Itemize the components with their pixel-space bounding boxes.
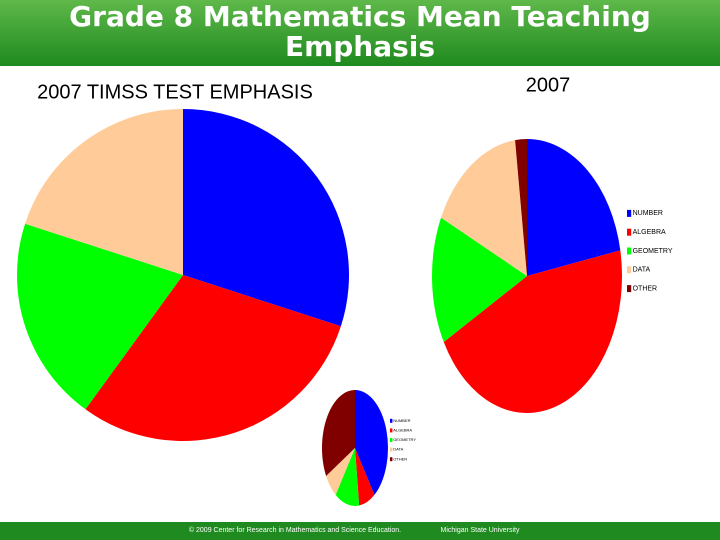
- pie-slice: [16, 223, 184, 410]
- pie-slice: [335, 448, 360, 506]
- copyright: © 2009 Center for Research in Mathematic…: [189, 526, 401, 534]
- pie-slice: [432, 217, 527, 343]
- legend-label: OTHER: [633, 285, 658, 292]
- pie-slice: [85, 275, 341, 441]
- legend-label: ALGEBRA: [393, 427, 412, 432]
- slide-title: Grade 8 Mathematics Mean Teaching Emphas…: [69, 0, 651, 63]
- legend-swatch: [627, 266, 632, 274]
- legend-label: OTHER: [393, 456, 407, 461]
- legend-label: GEOMETRY: [633, 248, 673, 255]
- legend-label: DATA: [633, 267, 651, 274]
- chart-title: 2007 TIMSS TEST EMPHASIS: [37, 81, 313, 103]
- header-bar: [0, 0, 720, 66]
- chart-title: 2007: [526, 74, 571, 96]
- footer-bar: [0, 522, 720, 540]
- legend-swatch: [627, 209, 632, 217]
- legend-swatch: [627, 285, 632, 293]
- legend-swatch: [390, 457, 393, 462]
- legend-label: ALGEBRA: [633, 229, 666, 236]
- pie-slice: [441, 140, 527, 276]
- legend-label: NUMBER: [633, 210, 663, 217]
- pie-slice: [443, 250, 622, 413]
- pie-slice: [515, 139, 527, 276]
- pie-slice: [527, 139, 621, 276]
- legend-label: GEOMETRY: [393, 437, 416, 442]
- legend-swatch: [390, 418, 393, 423]
- pie-slice: [25, 108, 183, 276]
- pie-slice: [183, 109, 349, 327]
- legend-swatch: [390, 428, 393, 433]
- legend-label: DATA: [393, 447, 403, 452]
- legend-swatch: [390, 447, 393, 452]
- pie-slice: [322, 390, 355, 476]
- institution: Michigan State University: [441, 527, 520, 534]
- legend-box: [625, 204, 677, 298]
- legend-label: NUMBER: [393, 418, 410, 423]
- legend-swatch: [627, 228, 632, 236]
- pie-slice: [355, 390, 388, 495]
- pie-slice: [326, 448, 355, 495]
- pie-slice: [355, 448, 375, 506]
- title-box: Grade 8 Mathematics Mean Teaching Emphas…: [69, 0, 651, 63]
- legend-box: [388, 416, 410, 464]
- legend-swatch: [627, 247, 632, 255]
- legend-swatch: [390, 438, 393, 442]
